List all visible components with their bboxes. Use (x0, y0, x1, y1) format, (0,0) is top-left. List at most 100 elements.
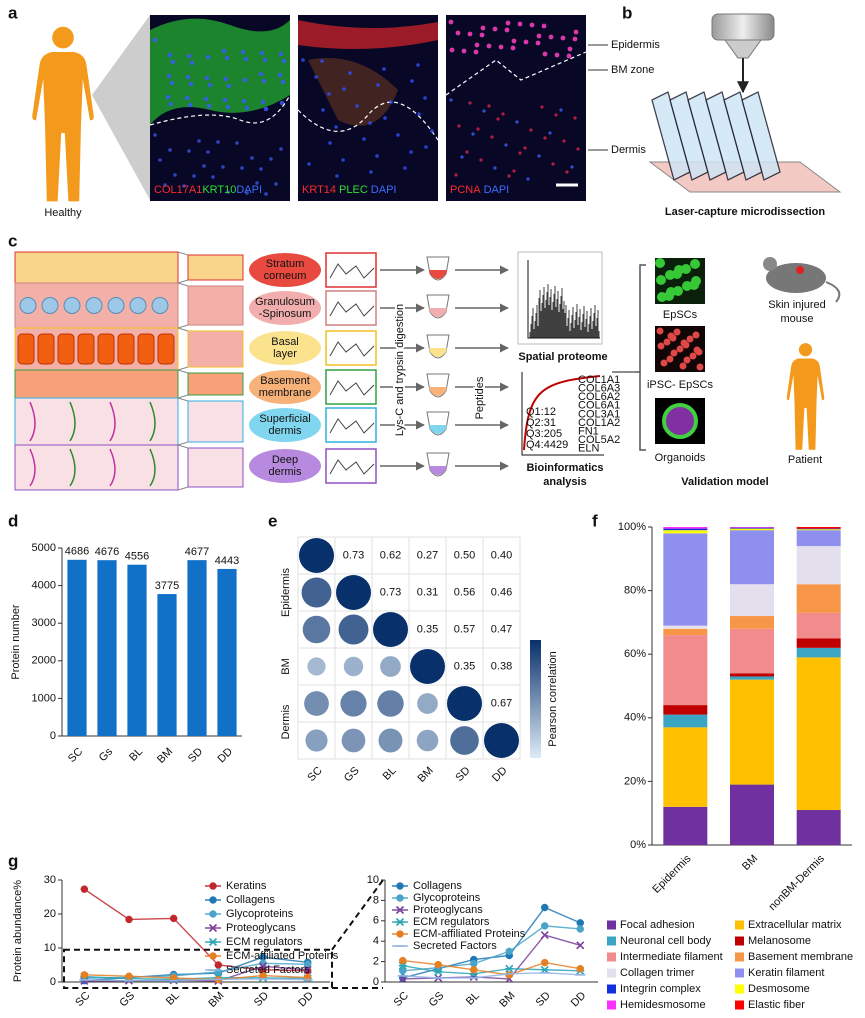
pcna-cell (461, 48, 467, 54)
row-group-label: BM (280, 658, 292, 675)
y-tick-label: 2 (373, 956, 379, 968)
bar-segment (796, 810, 841, 845)
dermal-cell (206, 150, 210, 154)
cell (657, 342, 665, 350)
x-tick-label: SD (534, 990, 553, 1009)
dermal-cell (565, 170, 569, 174)
cell (692, 331, 700, 339)
legend-marker (396, 882, 404, 890)
bar-segment (730, 530, 774, 585)
bar (187, 560, 207, 736)
corr-value: 0.47 (491, 623, 512, 635)
model-label: EpSCs (663, 309, 698, 321)
tissue-sketch (329, 301, 375, 317)
tube-liquid (429, 270, 447, 279)
dermal-cell (507, 174, 511, 178)
bar-segment (730, 616, 774, 629)
corr-dot (450, 726, 479, 755)
x-tick-label: GS (117, 990, 137, 1010)
corr-dot (338, 614, 369, 645)
cell (482, 721, 521, 760)
bar-segment (730, 784, 774, 845)
layer-zoom (187, 447, 244, 488)
x-tick-label: Epidermis (650, 852, 693, 895)
legend-marker (396, 930, 404, 938)
cell (691, 276, 701, 286)
pcna-cell (467, 31, 473, 37)
keratinocyte (63, 297, 81, 314)
y-tick-label: 0% (630, 839, 646, 851)
layer-name: layer (273, 348, 297, 360)
nucleus (355, 104, 359, 108)
gene-label: COL6A1 (578, 400, 620, 412)
nucleus (205, 54, 211, 60)
nucleus (170, 59, 176, 65)
corr-dot (447, 686, 482, 721)
x-tick-label: SC (66, 746, 85, 765)
corr-dot (307, 657, 326, 676)
x-tick-label: GS (427, 990, 447, 1010)
legend-swatch (735, 952, 744, 962)
dermal-cell (153, 133, 157, 137)
nucleus (166, 73, 172, 79)
zoom-line (177, 324, 189, 329)
keratinocyte (151, 297, 169, 314)
zoom-line (177, 369, 189, 374)
bar-segment (796, 528, 841, 530)
micrograph (446, 15, 586, 201)
stain-name: KRT10 (202, 184, 236, 196)
laser-nozzle (724, 39, 762, 59)
section-slide (741, 91, 781, 181)
dermal-cell (158, 158, 162, 162)
x-tick-label: BL (464, 990, 482, 1008)
layer-name: Basement (260, 375, 310, 387)
legend-swatch (607, 936, 616, 946)
model-label: iPSC- EpSCs (647, 379, 714, 391)
dermal-cell (259, 167, 263, 171)
tissue-sketch (329, 263, 375, 279)
nucleus (383, 116, 387, 120)
dermal-cell (465, 150, 469, 154)
wound (796, 266, 804, 274)
cell (674, 265, 684, 275)
series-line (402, 925, 581, 972)
dermal-cell (226, 190, 230, 194)
x-tick-label: nonBM-Dermis (766, 852, 827, 913)
cell (696, 363, 704, 371)
dermal-cell (269, 157, 273, 161)
nucleus (168, 101, 174, 107)
nucleus (389, 100, 393, 104)
method-label: Lys-C and trypsin digestion (394, 304, 406, 436)
tissue-sketch (329, 418, 375, 434)
bar-segment (663, 628, 708, 636)
pcna-cell (541, 23, 547, 29)
x-tick-label: SD (252, 990, 271, 1009)
basal-cell (97, 333, 115, 365)
dermal-cell (543, 136, 547, 140)
series-line (84, 962, 308, 979)
panel-label: f (592, 511, 598, 530)
corr-value: 0.27 (417, 549, 438, 561)
gene-label: COL3A1 (578, 408, 620, 420)
zone-label: BM zone (611, 64, 654, 76)
fiber (69, 448, 76, 487)
y-axis-label: Protein abundance% (12, 880, 24, 982)
stain-name: PCNA (450, 184, 481, 196)
legend-marker (395, 905, 405, 915)
section-title: analysis (543, 476, 586, 488)
x-tick-label: GS (342, 765, 362, 785)
data-point (541, 922, 549, 930)
stain-name: DAPI (484, 184, 510, 196)
nucleus (243, 56, 249, 62)
basal-cell (57, 333, 75, 365)
cell (670, 349, 678, 357)
gene-label: FN1 (578, 426, 599, 438)
dermal-cell (540, 105, 544, 109)
bar (217, 568, 237, 736)
gene-label: COL1A1 (578, 374, 620, 386)
zoom-line (177, 251, 189, 256)
head (798, 343, 813, 357)
gene-label: COL5A2 (578, 434, 620, 446)
legend-label: Glycoproteins (226, 908, 294, 920)
